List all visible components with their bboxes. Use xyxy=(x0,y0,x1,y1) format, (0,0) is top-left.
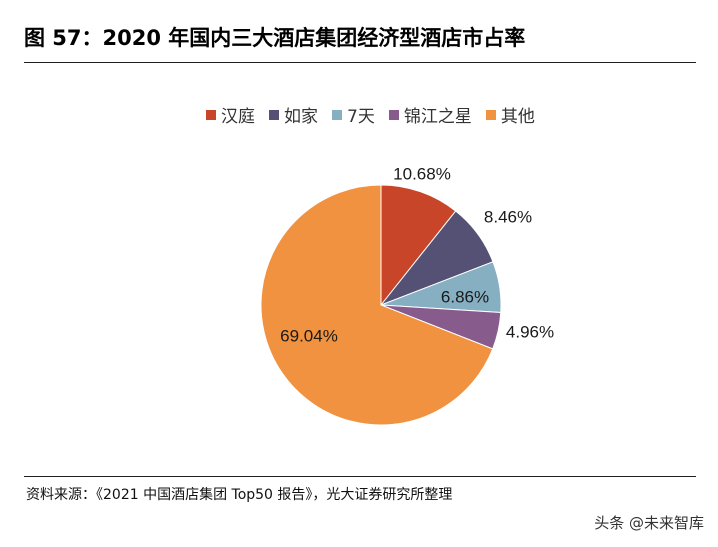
pie-slice xyxy=(380,184,457,307)
legend-swatch xyxy=(206,109,216,120)
legend-item: 其他 xyxy=(485,102,535,127)
legend-swatch xyxy=(485,109,496,120)
legend-label: 锦江之星 xyxy=(403,107,472,127)
legend-swatch xyxy=(332,109,342,120)
slice-data-label: 8.46% xyxy=(484,207,532,226)
legend-label: 7天 xyxy=(347,107,375,127)
slice-data-label: 4.96% xyxy=(506,322,554,341)
top-divider xyxy=(24,62,696,63)
legend-label: 其他 xyxy=(500,107,535,127)
bottom-divider xyxy=(24,476,696,477)
slice-data-label: 69.04% xyxy=(280,326,338,345)
legend-item: 如家 xyxy=(269,102,318,127)
source-note: 资料来源：《2021 中国酒店集团 Top50 报告》，光大证券研究所整理 xyxy=(26,487,453,503)
slice-data-label: 6.86% xyxy=(441,287,489,306)
legend-swatch xyxy=(388,109,399,120)
legend-item: 汉庭 xyxy=(206,102,255,127)
figure-title: 图 57：2020 年国内三大酒店集团经济型酒店市占率 xyxy=(24,26,526,50)
pie-slice xyxy=(260,184,494,426)
slice-data-label: 10.68% xyxy=(393,164,451,183)
legend-swatch xyxy=(269,109,279,120)
legend-item: 锦江之星 xyxy=(388,102,472,127)
watermark: 头条 @未来智库 xyxy=(594,514,704,532)
chart-legend: 汉庭 如家 7天 锦江之星 其他 xyxy=(206,102,549,127)
legend-label: 如家 xyxy=(284,107,318,127)
legend-item: 7天 xyxy=(332,102,375,127)
legend-label: 汉庭 xyxy=(221,107,255,127)
